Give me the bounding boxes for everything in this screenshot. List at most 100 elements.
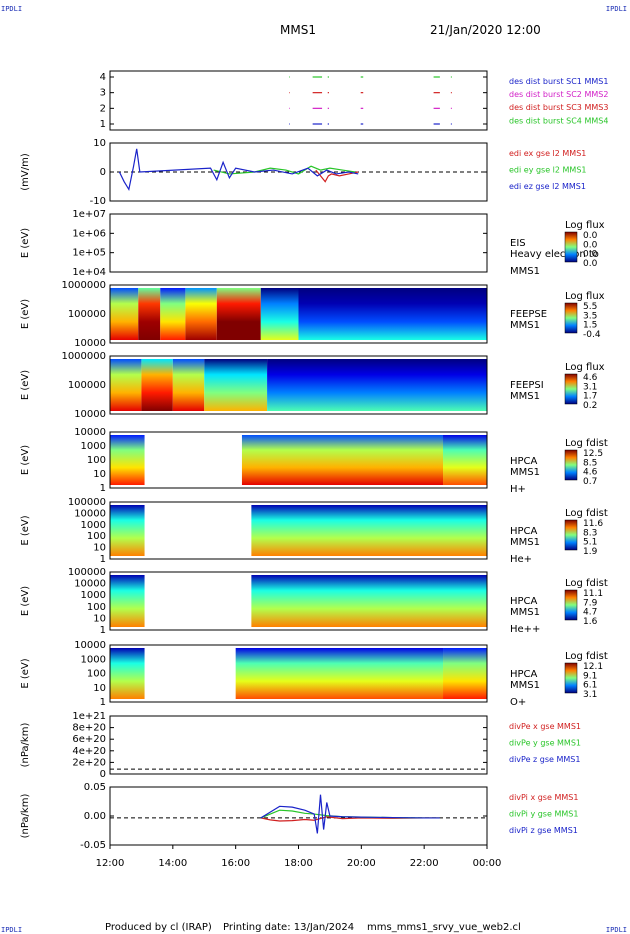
colorbar-tick-hpca_hepp: 7.9 [583, 598, 598, 608]
ytick-label-feepse: 1000000 [61, 280, 106, 291]
frame-divpi [109, 786, 488, 846]
ytick-label-hpca_hepp: 10000 [74, 579, 106, 590]
colorbar-eis [564, 231, 578, 263]
series-line [315, 169, 359, 183]
series-line [118, 148, 359, 192]
colorbar-tick-feepsi: 1.7 [583, 392, 597, 402]
footer-printing-date: Printing date: 13/Jan/2024 [223, 922, 354, 933]
legend-entry: des dist burst SC3 MMS3 [509, 103, 608, 112]
legend-entry: des dist burst SC1 MMS1 [509, 77, 608, 86]
heatmap-band-hpca_o [110, 648, 145, 699]
ylabel-divpi: (nPa/km) [20, 794, 31, 839]
time-tick-label: 22:00 [410, 858, 439, 869]
ytick-label-hpca_hepp: 1 [100, 625, 106, 636]
legend-entry: divPe z gse MMS1 [509, 755, 580, 764]
corner-tag-top-right: IPDLI [605, 5, 627, 13]
frame-hpca_o [109, 644, 488, 703]
colorbar-tick-hpca_he: 8.3 [583, 528, 597, 538]
right-label-hpca_o: HPCA [510, 669, 538, 680]
colorbar-tick-hpca_h: 12.5 [583, 449, 603, 459]
colorbar-tick-feepsi: 0.2 [583, 401, 597, 411]
frame-eis [109, 213, 488, 273]
frame-edi [109, 142, 488, 202]
time-tick-label: 18:00 [284, 858, 313, 869]
right-label-feepsi: FEEPSI [510, 380, 544, 391]
ytick-label-feepse: 100000 [68, 309, 106, 320]
panel-divpi: (nPa/km) -0.05 0.00 0.05 divPi x gse MMS1 div… [20, 782, 578, 851]
colorbar-hpca_hepp [564, 589, 578, 621]
ytick-label-hpca_he: 1000 [81, 520, 106, 531]
frame-burst [109, 70, 488, 131]
ytick-label-hpca_h: 10000 [74, 427, 106, 438]
ylabel-hpca_h: E (eV) [20, 445, 31, 475]
colorbar-tick-hpca_o: 12.1 [583, 662, 603, 672]
ytick-label-burst: 2 [100, 103, 106, 114]
colorbar-tick-hpca_h: 8.5 [583, 458, 597, 468]
right-label-hpca_o: O+ [510, 697, 526, 708]
colorbar-tick-hpca_h: 0.7 [583, 477, 597, 487]
colorbar-title-hpca_hepp: Log fdist [565, 578, 608, 589]
colorbar-title-hpca_he: Log fdist [565, 508, 608, 519]
legend-entry: des dist burst SC4 MMS4 [509, 116, 608, 125]
right-label-hpca_o: MMS1 [510, 680, 540, 691]
heatmap-band-feepse [160, 288, 186, 340]
right-label-hpca_hepp: He++ [510, 624, 540, 635]
series-line [260, 816, 440, 822]
frame-hpca_he [109, 501, 488, 560]
corner-tag-bottom-right: IPDLI [605, 926, 627, 934]
ytick-label-eis: 1e+05 [72, 248, 106, 259]
frame-feepsi [109, 355, 488, 415]
heatmap-band-hpca_he [110, 505, 145, 556]
colorbar-feepsi [564, 373, 578, 405]
ytick-label-hpca_he: 1 [100, 554, 106, 565]
ytick-label-divpe: 6e+20 [72, 734, 106, 745]
ytick-label-hpca_h: 100 [87, 455, 106, 466]
ytick-label-divpe: 2e+20 [72, 757, 106, 768]
ytick-label-feepsi: 10000 [74, 409, 106, 420]
heatmap-band-hpca_o [443, 648, 487, 699]
colorbar-tick-hpca_he: 1.9 [583, 547, 598, 557]
legend-entry: divPi y gse MMS1 [509, 810, 578, 819]
heatmap-band-hpca_h [241, 435, 444, 485]
ytick-label-divpe: 1e+21 [72, 711, 106, 722]
ytick-label-divpe: 4e+20 [72, 746, 106, 757]
right-label-eis: MMS1 [510, 266, 540, 277]
heatmap-band-hpca_he [251, 505, 487, 556]
right-label-hpca_he: He+ [510, 554, 532, 565]
ytick-label-burst: 1 [100, 119, 106, 130]
corner-tag-bottom-left: IPDLI [1, 926, 23, 934]
colorbar-tick-hpca_h: 4.6 [583, 468, 598, 478]
colorbar-title-eis: Log flux [565, 220, 605, 231]
frame-hpca_hepp [109, 571, 488, 631]
right-label-hpca_he: MMS1 [510, 537, 540, 548]
ytick-label-hpca_o: 1000 [81, 654, 106, 665]
heatmap-band-feepse [298, 288, 487, 340]
ytick-label-hpca_h: 1000 [81, 441, 106, 452]
colorbar-tick-hpca_hepp: 1.6 [583, 617, 598, 627]
colorbar-title-hpca_o: Log fdist [565, 651, 608, 662]
ytick-label-divpe: 0 [100, 769, 106, 780]
ytick-label-divpi: -0.05 [80, 840, 106, 851]
ytick-label-hpca_o: 10 [93, 683, 106, 694]
right-label-feepsi: MMS1 [510, 391, 540, 402]
right-label-feepse: MMS1 [510, 320, 540, 331]
heatmap-band-feepse [260, 288, 299, 340]
plot-title: MMS1 [280, 23, 316, 37]
ytick-label-burst: 4 [100, 72, 106, 83]
footer-script-name: mms_mms1_srvy_vue_web2.cl [367, 922, 521, 933]
time-tick-label: 20:00 [347, 858, 376, 869]
colorbar-tick-hpca_o: 3.1 [583, 690, 597, 700]
ylabel-edi: (mV/m) [20, 153, 31, 191]
right-label-hpca_hepp: MMS1 [510, 607, 540, 618]
time-tick-label: 12:00 [96, 858, 125, 869]
colorbar-title-feepse: Log flux [565, 291, 605, 302]
right-label-eis: EIS [510, 238, 526, 249]
legend-entry: divPi z gse MMS1 [509, 826, 578, 835]
colorbar-tick-eis: 0.0 [583, 259, 598, 269]
